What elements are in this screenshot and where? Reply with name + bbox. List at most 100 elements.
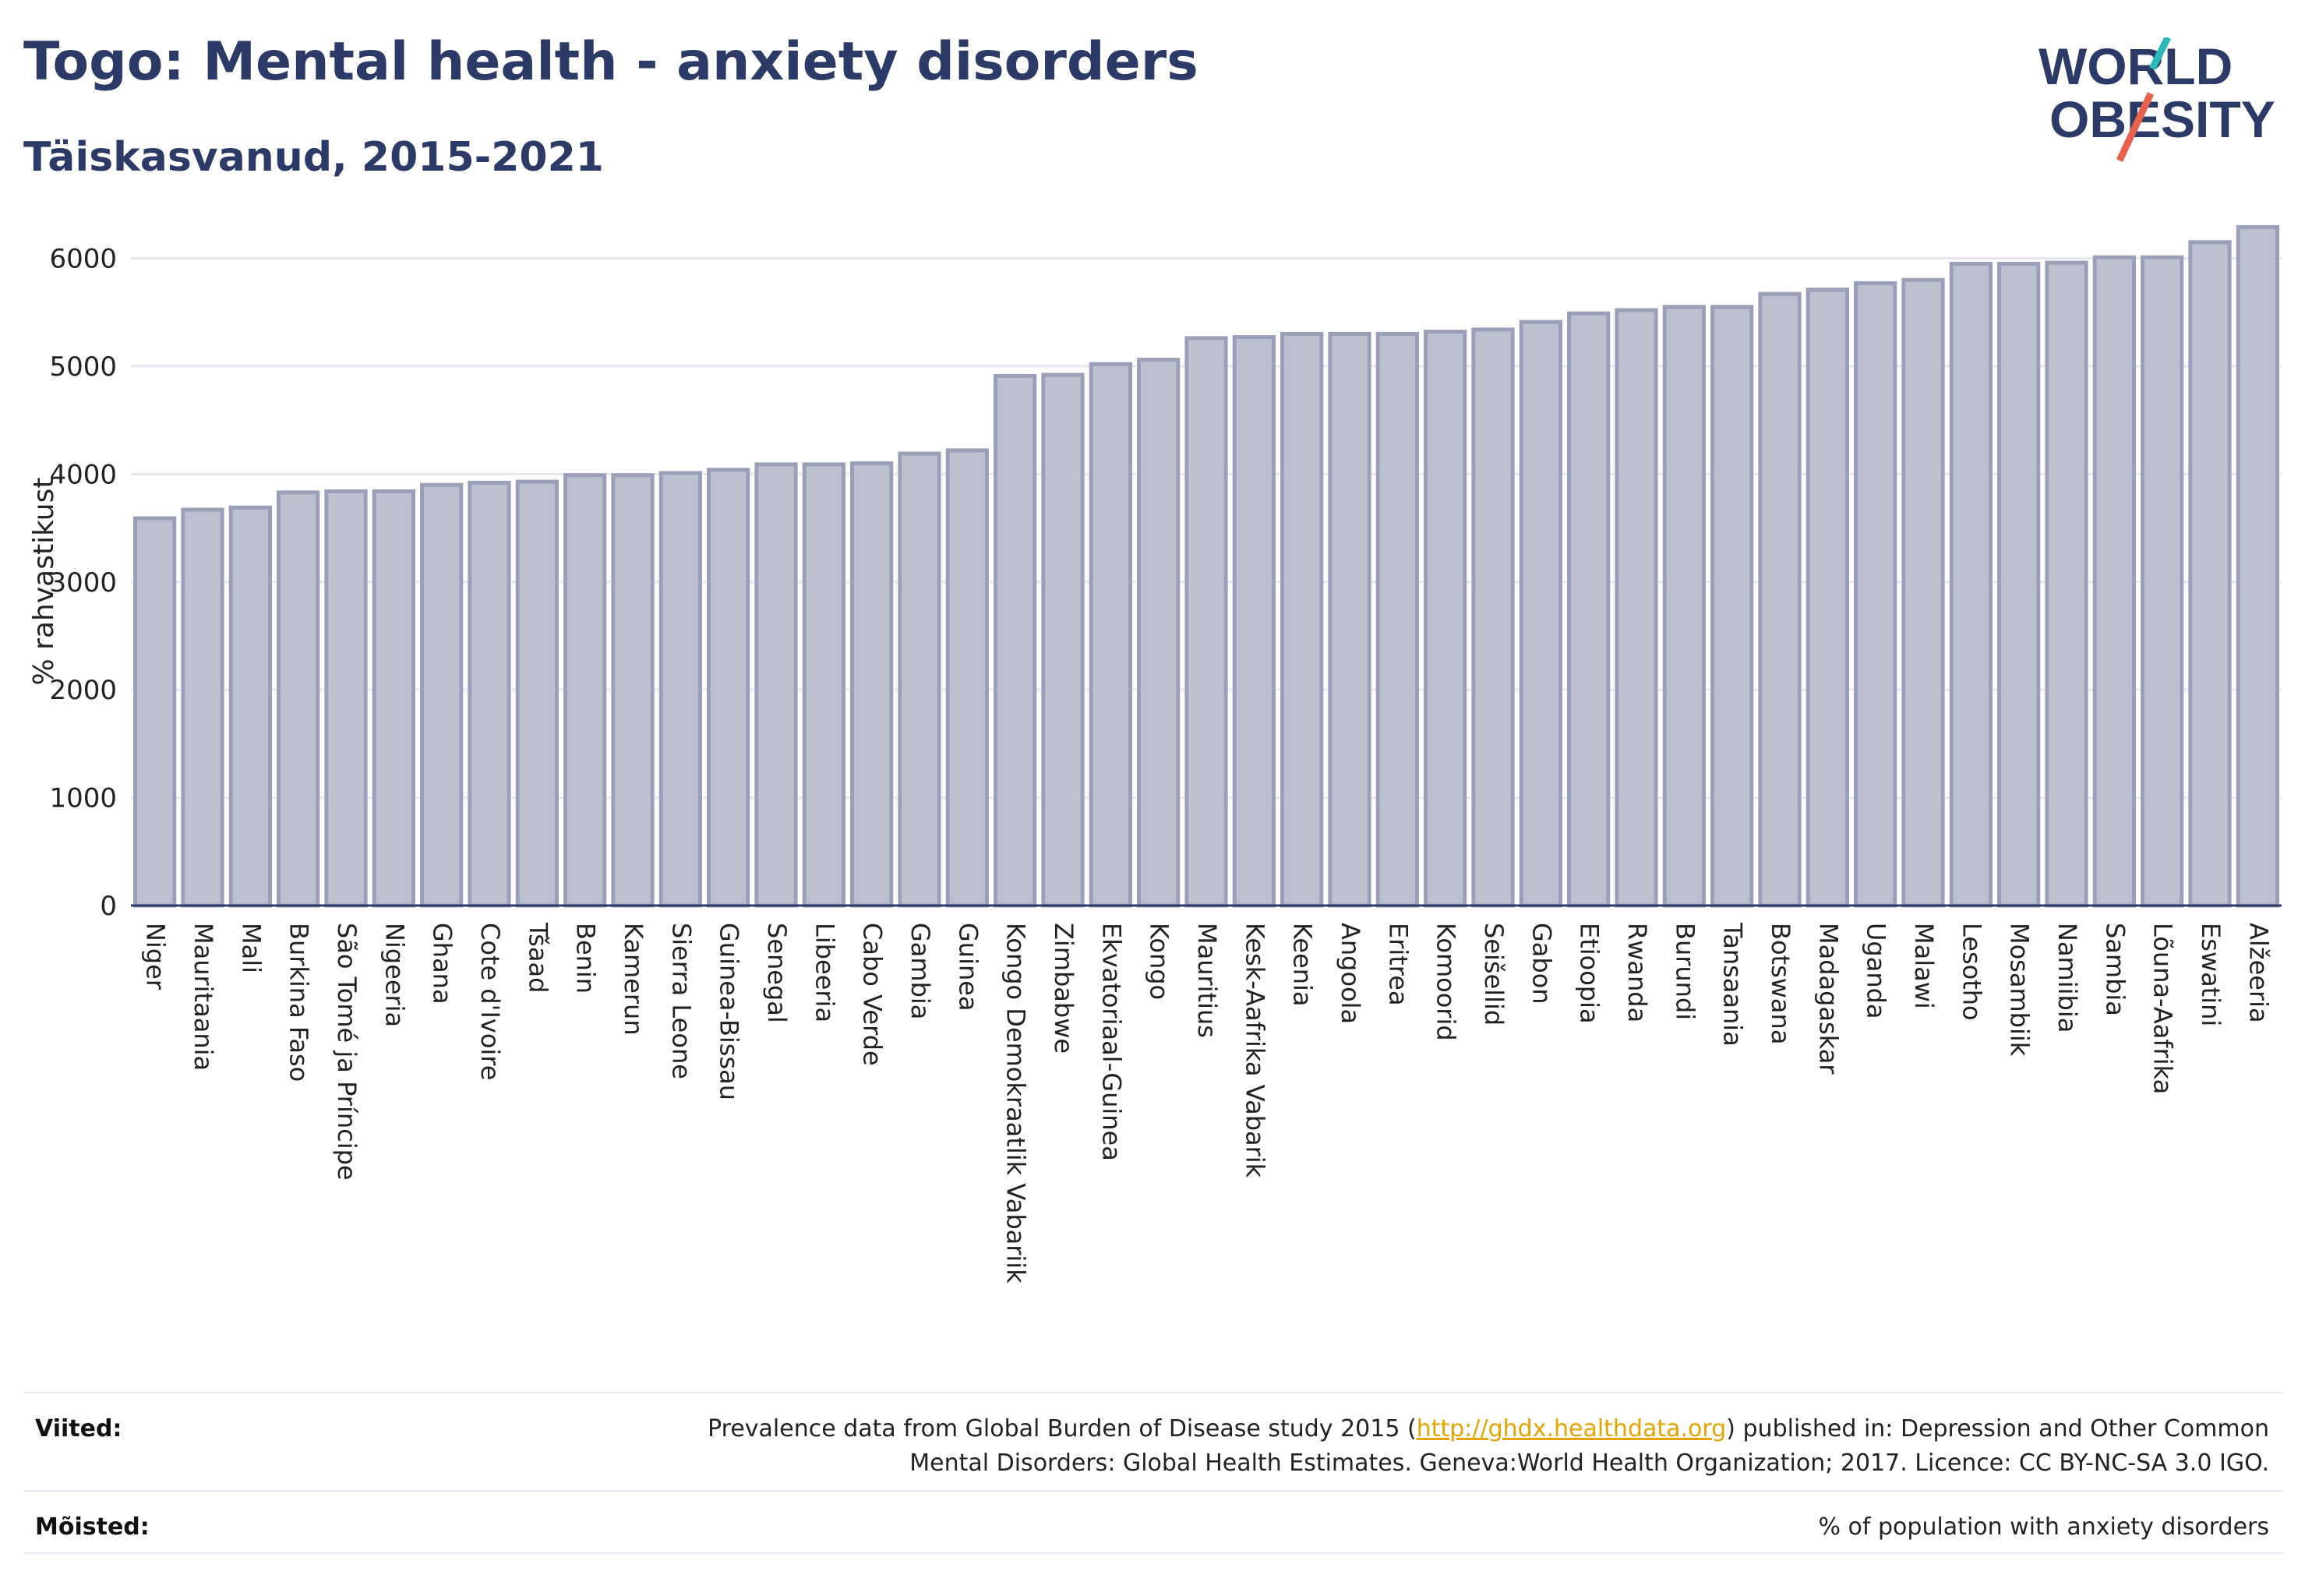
bar: [898, 451, 941, 908]
bar: [420, 482, 464, 908]
logo-line1: WORLD: [2038, 37, 2233, 95]
x-tick-label: Madagaskar: [1813, 923, 1843, 1075]
sources-post: ) published in: Depression and Other Com…: [1726, 1415, 2269, 1442]
bar: [2141, 255, 2184, 908]
x-tick-label: Mauritius: [1192, 923, 1222, 1038]
bar: [1615, 308, 1658, 908]
x-tick-label: Uganda: [1862, 923, 1891, 1019]
x-tick-label: Kesk-Aafrika Vabarik: [1240, 923, 1269, 1178]
y-tick-labels: 0 1000 2000 3000 4000 5000 6000: [49, 244, 117, 922]
bar: [2092, 255, 2136, 908]
bar: [133, 516, 177, 908]
bar: [658, 471, 702, 908]
y-tick-label: 0: [100, 891, 117, 922]
x-tick-label: Kongo: [1145, 923, 1174, 1000]
bar: [1854, 281, 1897, 908]
x-tick-label: Namiibia: [2053, 923, 2082, 1033]
x-tick-label: Tansaania: [1718, 922, 1748, 1047]
x-tick-label: Malawi: [1909, 923, 1939, 1009]
bar: [1901, 277, 1945, 908]
logo-slash-teal: [2148, 37, 2172, 71]
sources-link[interactable]: http://ghdx.healthdata.org: [1416, 1415, 1727, 1442]
x-tick-label: Kongo Demokraatlik Vabariik: [1001, 923, 1031, 1284]
bar: [1710, 305, 1754, 908]
bars: [133, 224, 2279, 908]
x-tick-label: Nigeeria: [379, 923, 409, 1027]
x-tick-label: Lõuna-Aafrika: [2148, 923, 2178, 1094]
sources-label: Viited:: [35, 1415, 122, 1442]
logo-line2: OBESITY: [2049, 90, 2275, 148]
bar: [1471, 327, 1515, 908]
x-tick-label: Kamerun: [619, 923, 648, 1036]
bar: [802, 462, 845, 908]
bar: [1662, 305, 1706, 908]
x-tick-labels: Niger Mauritaania Mali Burkina Faso São Tomé…: [141, 922, 2274, 1284]
bar: [1089, 362, 1132, 908]
x-tick-label: Rwanda: [1622, 923, 1652, 1022]
bar: [1424, 330, 1467, 908]
chart-subtitle: Täiskasvanud, 2015-2021: [23, 134, 604, 181]
logo-slash-red: [2116, 92, 2155, 162]
x-tick-label: Eswatini: [2196, 923, 2226, 1026]
bar: [945, 448, 989, 908]
bar: [1280, 331, 1324, 908]
bar: [1567, 311, 1611, 908]
bar: [2045, 260, 2088, 908]
definitions-label: Mõisted:: [35, 1513, 150, 1541]
bar: [1375, 331, 1419, 908]
bar: [1519, 320, 1562, 908]
bar: [1328, 331, 1371, 908]
x-tick-label: Botswana: [1766, 923, 1795, 1044]
bar: [515, 479, 559, 908]
x-tick-label: Sambia: [2100, 923, 2130, 1016]
x-tick-label: Mauritaania: [189, 923, 218, 1071]
bar: [611, 473, 655, 908]
x-tick-label: Sierra Leone: [666, 923, 696, 1079]
bar: [707, 468, 750, 908]
bar: [181, 507, 224, 908]
x-tick-label: Eritrea: [1383, 923, 1413, 1006]
footer-divider: [23, 1392, 2283, 1393]
x-tick-label: Alžeeria: [2243, 923, 2273, 1023]
x-tick-label: Niger: [141, 923, 171, 990]
y-tick-label: 6000: [49, 244, 117, 275]
sources-pre: Prevalence data from Global Burden of Di…: [708, 1415, 1417, 1442]
x-tick-label: Keenia: [1288, 923, 1318, 1007]
bar: [2188, 240, 2232, 908]
x-tick-label: Burkina Faso: [284, 923, 314, 1082]
x-tick-label: Ghana: [428, 923, 457, 1005]
x-tick-label: Guinea-Bissau: [715, 923, 744, 1100]
y-tick-label: 4000: [49, 459, 117, 490]
x-tick-label: Mali: [236, 923, 266, 973]
x-tick-label: Guinea: [953, 923, 983, 1012]
x-tick-label: Komoorid: [1431, 923, 1461, 1041]
bar: [754, 462, 798, 908]
x-tick-label: Cote d'Ivoire: [475, 923, 505, 1080]
x-tick-label: São Tomé ja Príncipe: [332, 923, 362, 1181]
footer-divider: [23, 1490, 2283, 1492]
y-tick-label: 1000: [49, 783, 117, 814]
x-tick-label: Benin: [571, 923, 601, 994]
footer-divider: [23, 1552, 2283, 1554]
bar: [563, 473, 607, 908]
x-tick-label: Angoola: [1336, 923, 1365, 1024]
x-tick-label: Cabo Verde: [858, 923, 888, 1066]
x-tick-label: Mosambiik: [2005, 923, 2035, 1057]
bar: [850, 461, 894, 908]
bar: [994, 373, 1037, 908]
bar: [228, 505, 272, 908]
bar: [1137, 358, 1181, 908]
chart-title: Togo: Mental health - anxiety disorders: [23, 31, 1198, 93]
x-tick-label: Gabon: [1527, 923, 1556, 1005]
bar: [2236, 224, 2279, 908]
x-tick-label: Ekvatoriaal-Guinea: [1096, 923, 1126, 1161]
bar-chart: 0 1000 2000 3000 4000 5000 6000 Niger Mauritaan…: [28, 224, 2282, 1284]
bar: [324, 489, 368, 908]
x-tick-label: Lesotho: [1957, 923, 1986, 1021]
x-tick-label: Burundi: [1670, 923, 1700, 1020]
y-tick-label: 2000: [49, 675, 117, 706]
bar: [1041, 373, 1085, 908]
bar: [372, 489, 415, 908]
x-tick-label: Etioopia: [1575, 923, 1604, 1024]
x-tick-label: Seišellid: [1479, 923, 1509, 1026]
